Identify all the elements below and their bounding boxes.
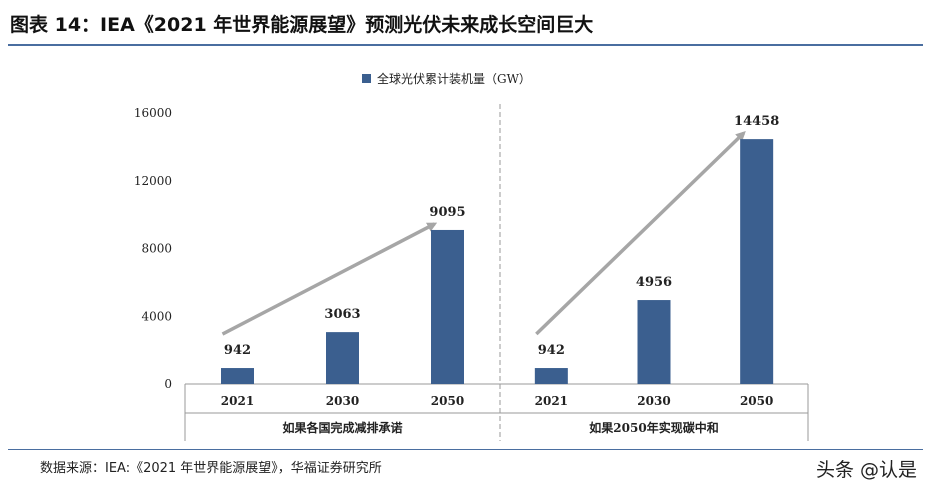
x-tick-label: 2021 — [221, 394, 254, 408]
legend-swatch — [362, 74, 371, 83]
bar — [534, 368, 568, 384]
data-label: 942 — [538, 343, 565, 358]
data-label: 3063 — [324, 307, 360, 322]
y-tick-label: 12000 — [134, 174, 172, 188]
growth-arrow — [221, 222, 438, 336]
legend-label: 全球光伏累计装机量（GW） — [377, 71, 531, 86]
page-title: 图表 14：IEA《2021 年世界能源展望》预测光伏未来成长空间巨大 — [10, 14, 594, 36]
bar — [326, 332, 359, 384]
footer-rule — [8, 449, 923, 450]
y-tick-label: 8000 — [141, 242, 172, 256]
bar — [637, 300, 671, 384]
bar — [221, 368, 254, 384]
x-tick-label: 2050 — [740, 394, 773, 408]
x-tick-label: 2030 — [637, 394, 670, 408]
data-label: 4956 — [636, 275, 672, 290]
x-tick-label: 2030 — [326, 394, 359, 408]
bar — [740, 139, 774, 384]
y-tick-label: 4000 — [141, 309, 172, 323]
source-note: 数据来源：IEA:《2021 年世界能源展望》，华福证券研究所 — [40, 461, 382, 476]
x-tick-label: 2021 — [535, 394, 568, 408]
data-label: 942 — [224, 343, 251, 358]
watermark: 头条 @认是 — [815, 459, 917, 481]
data-label: 9095 — [429, 205, 465, 220]
scenario-label: 如果2050年实现碳中和 — [589, 420, 718, 435]
title-rule — [8, 44, 923, 46]
scenario-label: 如果各国完成减排承诺 — [282, 420, 402, 435]
y-tick-label: 16000 — [134, 106, 172, 120]
y-tick-label: 0 — [164, 377, 172, 391]
data-label: 14458 — [734, 114, 779, 129]
x-tick-label: 2050 — [431, 394, 464, 408]
bar — [431, 229, 464, 384]
growth-arrow — [535, 131, 746, 336]
